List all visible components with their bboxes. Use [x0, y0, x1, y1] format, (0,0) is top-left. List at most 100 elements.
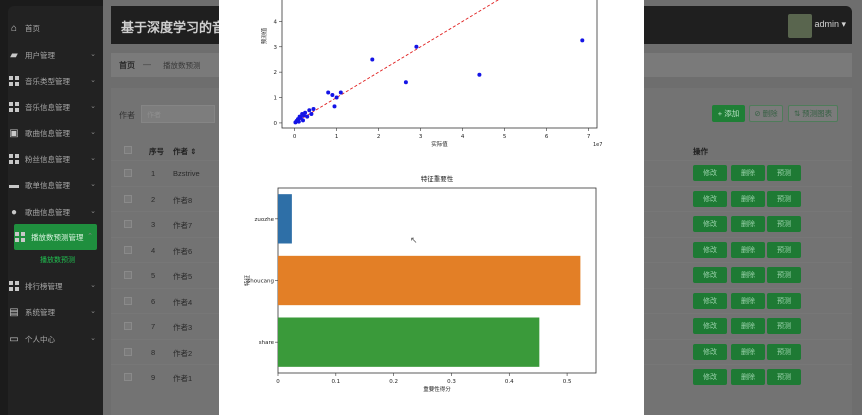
breadcrumb-home[interactable]: 首页 — [119, 61, 135, 70]
scatter-xlabel: 实际值 — [431, 140, 448, 148]
predict-chart-button[interactable]: ⇅ 预测图表 — [788, 105, 838, 122]
edit-button[interactable]: 修改 — [693, 292, 727, 309]
delete-row-button[interactable]: 删除 — [731, 343, 765, 360]
predict-button[interactable]: 预测 — [767, 369, 801, 385]
chevron-icon: ⌄ — [90, 129, 96, 136]
row-checkbox[interactable] — [124, 220, 132, 228]
cell-author: 作者6 — [173, 246, 193, 256]
y-tick-label: 1 — [274, 96, 278, 102]
edit-button[interactable]: 修改 — [693, 267, 727, 283]
cell-author: 作者4 — [173, 297, 193, 307]
grid-icon — [8, 101, 20, 113]
select-all-checkbox[interactable] — [124, 146, 132, 154]
clipboard-icon: ▤ — [9, 306, 19, 318]
sidebar-item-11[interactable]: ▭ 个人中心 ⌄ — [8, 326, 100, 352]
prediction-chart-modal: 0 1 2 3 4 5 6 7 0 1 2 3 4 1e7 实际值 预测值 特征重要性 zuozhe shoucan… — [219, 0, 644, 415]
sidebar-item-3[interactable]: 音乐信息管理 ⌄ — [8, 94, 100, 120]
sidebar: ⌂ 首页 ▰ 用户管理 ⌄ 音乐类型管理 ⌄ 音乐信息管理 ⌄ ▣ 歌曲信息管理 ⌄ 粉丝信息管理 ⌄ ▬ 歌… — [0, 0, 103, 415]
predict-button[interactable]: 预测 — [767, 216, 801, 232]
avatar[interactable] — [788, 14, 812, 38]
cell-no: 5 — [151, 271, 156, 280]
row-checkbox[interactable] — [124, 245, 132, 254]
add-button[interactable]: + 添加 — [712, 105, 745, 122]
delete-row-button[interactable]: 删除 — [731, 369, 765, 385]
sidebar-item-1[interactable]: ▰ 用户管理 ⌄ — [8, 42, 100, 68]
bar-xlabel: 重要性得分 — [423, 385, 451, 393]
edit-button[interactable]: 修改 — [693, 343, 727, 360]
sidebar-item-0[interactable]: ⌂ 首页 — [8, 15, 100, 41]
delete-row-button[interactable]: 删除 — [731, 190, 765, 207]
predict-button[interactable]: 预测 — [767, 343, 801, 360]
chevron-icon: ⌃ — [87, 233, 93, 240]
cell-author: 作者5 — [173, 272, 193, 281]
sidebar-subitem-play-predict[interactable]: 播放数预测 — [40, 257, 75, 264]
monitor-icon: ▬ — [9, 179, 19, 191]
scatter-point — [303, 110, 308, 115]
scatter-point — [332, 104, 337, 109]
chevron-icon: ⌄ — [90, 181, 96, 188]
cell-author: Bzstrive — [173, 169, 200, 178]
scatter-ylabel: 预测值 — [260, 27, 268, 44]
edit-button[interactable]: 修改 — [693, 165, 727, 181]
cell-author: 作者8 — [173, 195, 193, 205]
sidebar-item-9[interactable]: 排行榜管理 ⌄ — [8, 273, 100, 299]
sidebar-item-6[interactable]: ▬ 歌单信息管理 ⌄ — [8, 172, 100, 198]
scatter-point — [580, 38, 585, 43]
delete-row-button[interactable]: 删除 — [731, 267, 765, 283]
chevron-icon: ⌄ — [90, 208, 96, 215]
x-tick-label: 0.1 — [331, 379, 340, 385]
sidebar-item-7[interactable]: ● 歌曲信息管理 ⌄ — [8, 199, 100, 225]
user-menu[interactable]: admin ▾ — [814, 19, 846, 29]
predict-button[interactable]: 预测 — [767, 267, 801, 283]
delete-row-button[interactable]: 删除 — [731, 292, 765, 309]
sidebar-item-label: 用户管理 — [25, 50, 55, 60]
sidebar-item-label: 粉丝信息管理 — [25, 154, 70, 164]
delete-row-button[interactable]: 删除 — [731, 216, 765, 232]
chevron-icon: ⌄ — [90, 282, 96, 289]
x-tick-label: 2 — [377, 134, 381, 140]
chevron-icon: ⌄ — [90, 155, 96, 162]
sidebar-item-5[interactable]: 粉丝信息管理 ⌄ — [8, 146, 100, 172]
predict-button[interactable]: 预测 — [767, 292, 801, 309]
cell-author: 作者3 — [173, 323, 193, 332]
x-tick-label: 5 — [503, 134, 507, 140]
predict-button[interactable]: 预测 — [767, 190, 801, 207]
sidebar-item-2[interactable]: 音乐类型管理 ⌄ — [8, 68, 100, 94]
edit-button[interactable]: 修改 — [693, 318, 727, 334]
row-checkbox[interactable] — [124, 373, 132, 381]
edit-button[interactable]: 修改 — [693, 216, 727, 232]
sidebar-item-10[interactable]: ▤ 系统管理 ⌄ — [8, 299, 100, 325]
predict-button[interactable]: 预测 — [767, 165, 801, 181]
author-search-input[interactable]: 作者 — [141, 105, 215, 123]
predict-button[interactable]: 预测 — [767, 318, 801, 334]
breadcrumb-current: 播放数预测 — [163, 61, 201, 70]
delete-row-button[interactable]: 删除 — [731, 318, 765, 334]
row-checkbox[interactable] — [124, 169, 132, 177]
sidebar-item-label: 个人中心 — [25, 334, 55, 344]
delete-button[interactable]: ⊘ 删除 — [749, 105, 783, 122]
col-header-ops: 操作 — [693, 147, 708, 156]
row-checkbox[interactable] — [124, 347, 132, 356]
row-checkbox[interactable] — [124, 271, 132, 279]
sidebar-item-8[interactable]: 播放数预测管理 ⌃ — [14, 224, 97, 250]
edit-button[interactable]: 修改 — [693, 241, 727, 258]
row-checkbox[interactable] — [124, 322, 132, 330]
edit-button[interactable]: 修改 — [693, 190, 727, 207]
scatter-point — [309, 112, 314, 117]
cell-no: 9 — [151, 373, 156, 382]
chevron-icon: ⌄ — [90, 103, 96, 110]
col-header-author[interactable]: 作者 ⇕ — [173, 147, 197, 156]
row-checkbox[interactable] — [124, 194, 132, 203]
edit-button[interactable]: 修改 — [693, 369, 727, 385]
sidebar-item-4[interactable]: ▣ 歌曲信息管理 ⌄ — [8, 120, 100, 146]
row-checkbox[interactable] — [124, 296, 132, 305]
scatter-point — [330, 93, 335, 97]
cell-no: 7 — [151, 322, 156, 331]
delete-row-button[interactable]: 删除 — [731, 241, 765, 258]
delete-row-button[interactable]: 删除 — [731, 165, 765, 181]
scatter-point — [338, 90, 343, 95]
chevron-icon: ⌄ — [90, 308, 96, 315]
predict-button[interactable]: 预测 — [767, 241, 801, 258]
x-offset-label: 1e7 — [593, 142, 602, 148]
sidebar-item-label: 排行榜管理 — [25, 281, 63, 291]
